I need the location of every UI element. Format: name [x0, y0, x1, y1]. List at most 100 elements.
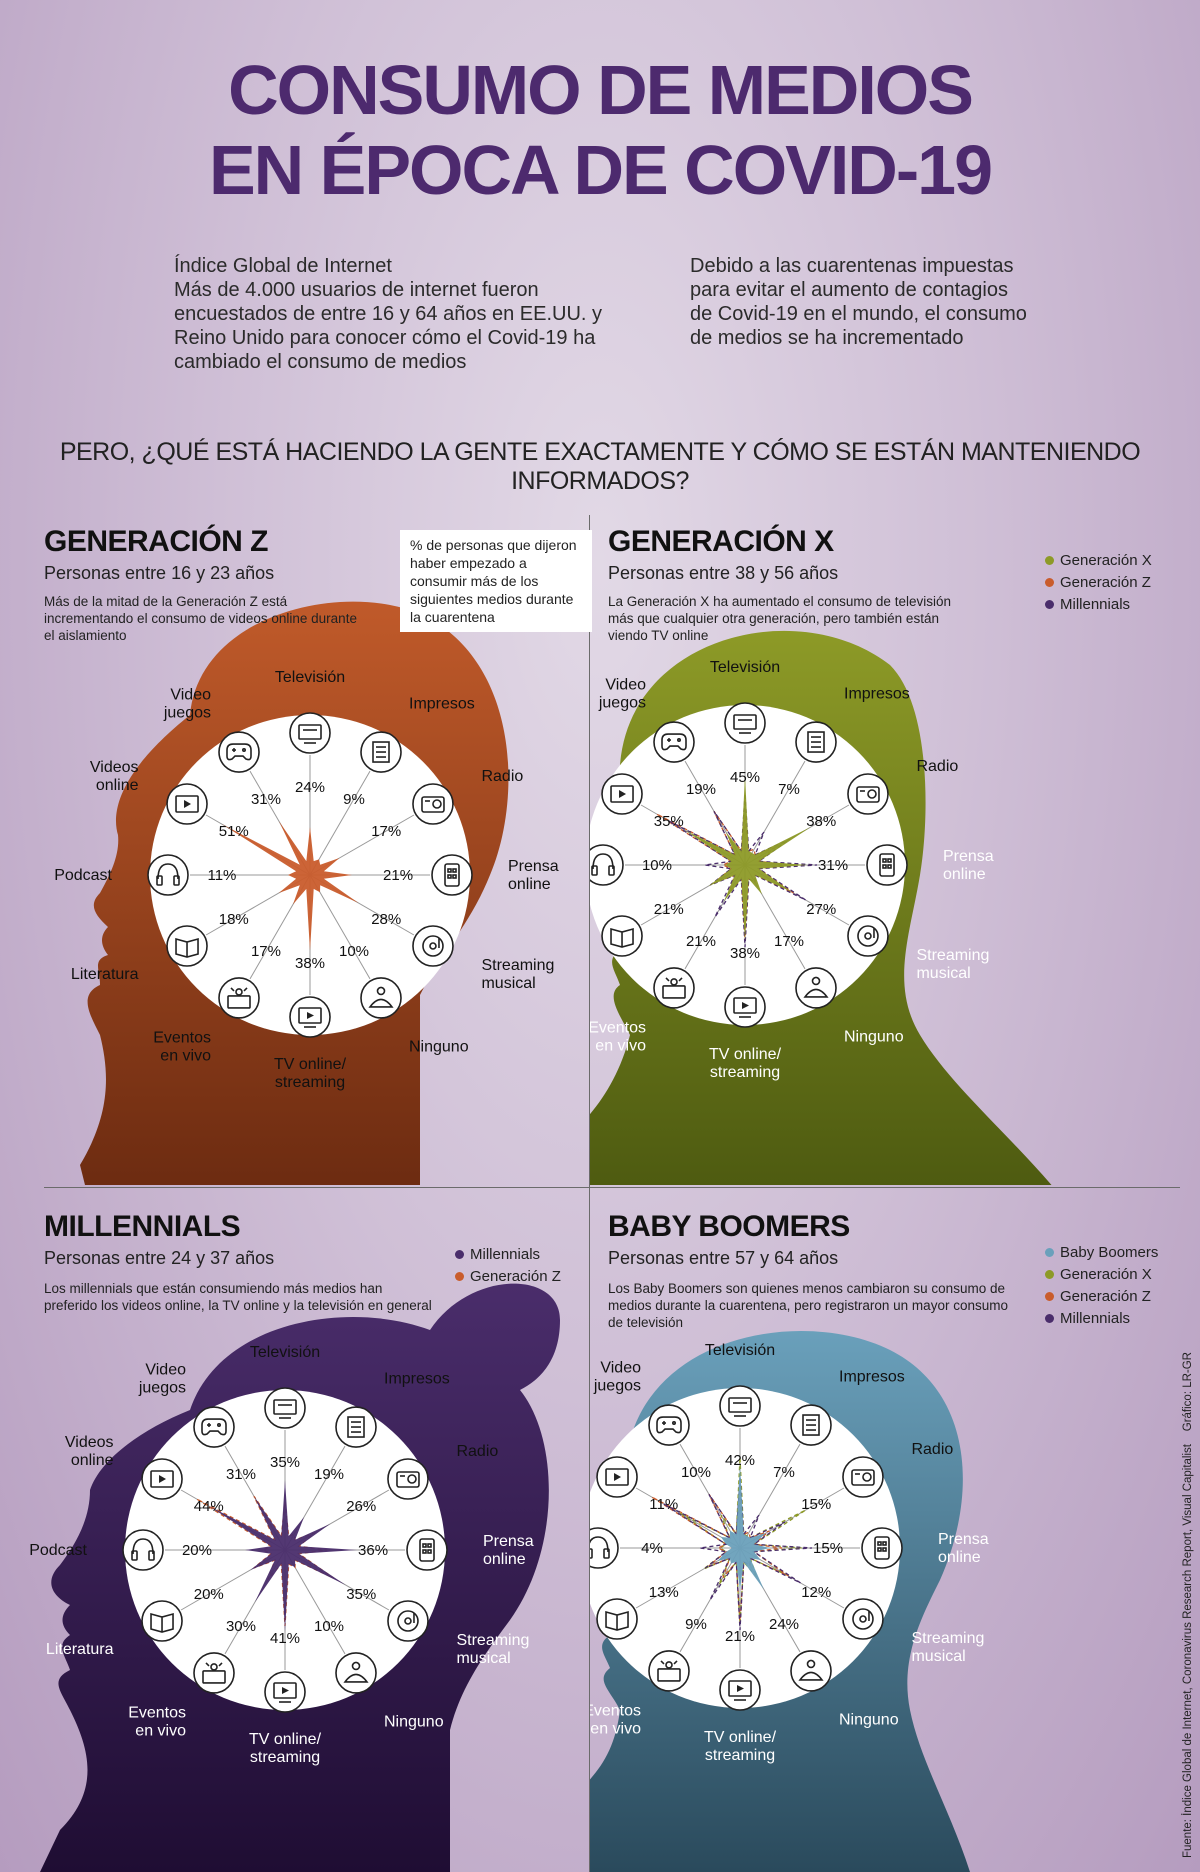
icon-ring — [218, 977, 260, 1019]
value-label: 11% — [649, 1496, 678, 1513]
icon-ring — [193, 1652, 235, 1694]
category-label: TV online/streaming — [274, 1056, 347, 1091]
category-label: Video juegos — [138, 1362, 186, 1397]
icon-ring — [387, 1600, 429, 1642]
music-icon — [857, 925, 879, 947]
panel-title: GENERACIÓN Z — [44, 525, 269, 558]
gamepad-icon — [201, 1418, 227, 1436]
music-icon — [422, 935, 444, 957]
category-label: Radio — [916, 758, 958, 775]
panel-title: MILLENNIALS — [44, 1210, 241, 1243]
category-label: Impresos — [384, 1371, 450, 1388]
book-icon — [605, 1610, 629, 1631]
newspaper-icon — [802, 1414, 820, 1436]
icon-ring — [406, 1529, 448, 1571]
title-line-1: CONSUMO DE MEDIOS — [228, 51, 974, 129]
panel-baby-boomers: 42% 7% 15% 15% 12% 24% 21% 9% 13% 4% 11% 10% Televis… — [590, 1190, 1190, 1872]
category-label: TV online/streaming — [249, 1731, 322, 1766]
value-label: 24% — [295, 779, 325, 796]
meditation-icon — [368, 986, 394, 1008]
value-label: 17% — [251, 943, 281, 960]
value-label: 15% — [801, 1496, 831, 1513]
category-label: Impresos — [844, 686, 910, 703]
value-label: 7% — [773, 1464, 795, 1481]
value-label: 20% — [182, 1542, 212, 1559]
series-genz-star — [221, 821, 359, 951]
streaming-icon — [728, 1680, 752, 1701]
music-icon — [852, 1608, 874, 1630]
value-label: 12% — [801, 1584, 831, 1601]
category-label: Ninguno — [844, 1028, 904, 1045]
panel-subtitle: Personas entre 38 y 56 años — [608, 563, 839, 583]
streaming-icon — [298, 1007, 322, 1028]
value-label: 21% — [725, 1628, 755, 1645]
legend-swatch — [1045, 1314, 1054, 1323]
vertical-divider — [589, 515, 590, 1872]
video-icon — [175, 795, 199, 813]
category-label: Streaming musical — [916, 947, 989, 982]
legend-label: Generación Z — [1060, 1288, 1151, 1305]
icon-ring — [193, 1406, 235, 1448]
panel-title: BABY BOOMERS — [608, 1210, 850, 1243]
headphones-icon — [156, 863, 180, 886]
legend-label: Millennials — [1060, 596, 1131, 613]
category-label: Impresos — [839, 1369, 905, 1386]
book-icon — [150, 1612, 174, 1633]
value-label: 26% — [346, 1498, 376, 1515]
legend-label: Baby Boomers — [1060, 1244, 1159, 1261]
live-event-icon — [662, 977, 686, 999]
panel-description: Los millennials que están consumiendo má… — [44, 1281, 432, 1313]
mobile-icon — [879, 853, 895, 877]
legend-label: Generación Z — [1060, 574, 1151, 591]
category-label: Prensa online — [938, 1531, 989, 1566]
panel-millennials: 35% 19% 26% 36% 35% 10% 41% 30% 20% 20% 44% 31% Tele… — [0, 1190, 600, 1872]
icon-ring — [590, 844, 624, 886]
category-label: TV online/streaming — [709, 1046, 782, 1081]
meditation-icon — [803, 976, 829, 998]
streaming-icon — [273, 1682, 297, 1703]
legend-item: Millennials — [455, 1244, 561, 1266]
question-heading: PERO, ¿QUÉ ESTÁ HACIENDO LA GENTE EXACTA… — [59, 438, 1141, 495]
value-label: 17% — [371, 823, 401, 840]
category-label: TV online/streaming — [704, 1729, 777, 1764]
newspaper-icon — [372, 741, 390, 763]
value-label: 36% — [358, 1542, 388, 1559]
legend-item: Millennials — [1045, 1308, 1158, 1330]
value-label: 41% — [270, 1630, 300, 1647]
icon-ring — [653, 967, 695, 1009]
icon-ring — [847, 915, 889, 957]
legend-item: Baby Boomers — [1045, 1242, 1158, 1264]
icon-ring — [431, 854, 473, 896]
intro-left: Índice Global de Internet Más de 4.000 u… — [174, 254, 644, 374]
legend-item: Millennials — [1045, 594, 1152, 616]
legend-label: Generación X — [1060, 552, 1152, 569]
gamepad-icon — [226, 743, 252, 761]
spoke — [679, 1547, 741, 1653]
icon-ring — [842, 1598, 884, 1640]
series-boomers-star — [717, 1464, 770, 1590]
category-label: Prensa online — [508, 858, 559, 893]
live-event-icon — [657, 1660, 681, 1682]
value-label: 45% — [730, 769, 760, 786]
category-label: Literatura — [46, 1641, 114, 1658]
intro-left-body: Más de 4.000 usuarios de internet fueron… — [174, 279, 603, 373]
spoke — [309, 874, 371, 980]
value-label: 35% — [270, 1454, 300, 1471]
legend-item: Generación Z — [455, 1266, 561, 1288]
category-label: Video juegos — [598, 677, 646, 712]
value-label: 18% — [219, 911, 249, 928]
panel-generacion-z: 24% 9% 17% 21% 28% 10% 38% 17% 18% 11% 51% 31% Telev… — [0, 515, 600, 1185]
panel-subtitle: Personas entre 57 y 64 años — [608, 1248, 839, 1268]
legend-label: Generación Z — [470, 1268, 561, 1285]
graphic-credit: Gráfico: LR-GR — [1182, 1352, 1194, 1432]
category-label: Televisión — [250, 1344, 320, 1361]
series-millennials-star — [208, 1480, 357, 1632]
value-label: 4% — [641, 1540, 663, 1557]
category-label: Radio — [456, 1443, 498, 1460]
legend-swatch — [455, 1272, 464, 1281]
value-label: 21% — [383, 867, 413, 884]
mobile-icon — [444, 863, 460, 887]
callout-box: % de personas que dijeron haber empezado… — [400, 530, 592, 632]
newspaper-icon — [807, 731, 825, 753]
